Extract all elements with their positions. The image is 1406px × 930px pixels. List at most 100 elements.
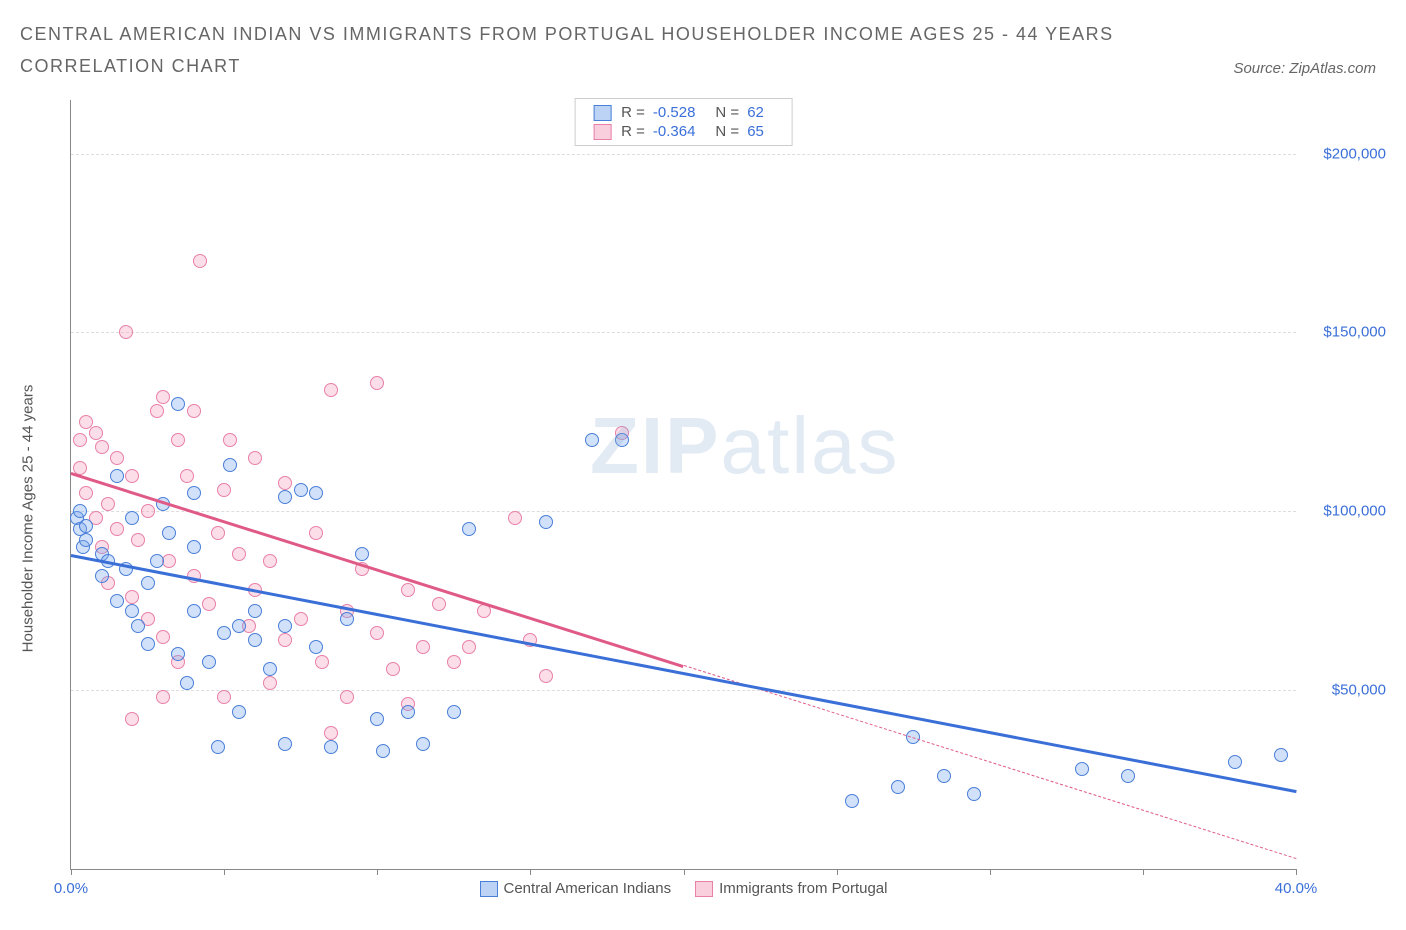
data-point bbox=[187, 486, 201, 500]
y-tick-label: $150,000 bbox=[1306, 324, 1386, 341]
data-point bbox=[150, 404, 164, 418]
data-point bbox=[125, 511, 139, 525]
data-point bbox=[1075, 762, 1089, 776]
data-point bbox=[156, 390, 170, 404]
data-point bbox=[248, 633, 262, 647]
data-point bbox=[937, 769, 951, 783]
data-point bbox=[355, 547, 369, 561]
data-point bbox=[539, 515, 553, 529]
data-point bbox=[370, 712, 384, 726]
data-point bbox=[386, 662, 400, 676]
data-point bbox=[263, 554, 277, 568]
data-point bbox=[401, 583, 415, 597]
n-label: N = bbox=[715, 104, 739, 121]
data-point bbox=[278, 619, 292, 633]
data-point bbox=[309, 640, 323, 654]
data-point bbox=[79, 533, 93, 547]
data-point bbox=[202, 597, 216, 611]
data-point bbox=[95, 569, 109, 583]
data-point bbox=[110, 522, 124, 536]
data-point bbox=[171, 433, 185, 447]
swatch-series2-icon bbox=[695, 881, 713, 897]
data-point bbox=[125, 469, 139, 483]
data-point bbox=[79, 486, 93, 500]
data-point bbox=[1274, 748, 1288, 762]
data-point bbox=[180, 469, 194, 483]
n-value-s2: 65 bbox=[747, 123, 764, 140]
data-point bbox=[202, 655, 216, 669]
data-point bbox=[156, 630, 170, 644]
data-point bbox=[171, 397, 185, 411]
swatch-series2-icon bbox=[593, 124, 611, 140]
data-point bbox=[162, 526, 176, 540]
data-point bbox=[324, 740, 338, 754]
y-tick-label: $100,000 bbox=[1306, 503, 1386, 520]
r-label: R = bbox=[621, 104, 645, 121]
data-point bbox=[248, 451, 262, 465]
data-point bbox=[193, 254, 207, 268]
data-point bbox=[79, 519, 93, 533]
n-label: N = bbox=[715, 123, 739, 140]
data-point bbox=[309, 526, 323, 540]
n-value-s1: 62 bbox=[747, 104, 764, 121]
data-point bbox=[141, 576, 155, 590]
data-point bbox=[217, 626, 231, 640]
data-point bbox=[232, 547, 246, 561]
r-label: R = bbox=[621, 123, 645, 140]
y-tick-label: $50,000 bbox=[1306, 682, 1386, 699]
data-point bbox=[217, 690, 231, 704]
data-point bbox=[125, 590, 139, 604]
data-point bbox=[278, 490, 292, 504]
data-point bbox=[156, 690, 170, 704]
legend-label-s2: Immigrants from Portugal bbox=[719, 880, 887, 897]
data-point bbox=[462, 522, 476, 536]
swatch-series1-icon bbox=[480, 881, 498, 897]
data-point bbox=[376, 744, 390, 758]
data-point bbox=[131, 533, 145, 547]
data-point bbox=[187, 604, 201, 618]
data-point bbox=[278, 633, 292, 647]
data-point bbox=[101, 497, 115, 511]
data-point bbox=[462, 640, 476, 654]
data-point bbox=[263, 676, 277, 690]
data-point bbox=[150, 554, 164, 568]
data-point bbox=[73, 433, 87, 447]
data-point bbox=[110, 594, 124, 608]
data-point bbox=[95, 440, 109, 454]
swatch-series1-icon bbox=[593, 105, 611, 121]
data-point bbox=[278, 476, 292, 490]
data-point bbox=[539, 669, 553, 683]
data-point bbox=[125, 712, 139, 726]
chart-area: Householder Income Ages 25 - 44 years ZI… bbox=[20, 100, 1396, 920]
trend-line bbox=[71, 554, 1296, 793]
data-point bbox=[223, 433, 237, 447]
data-point bbox=[278, 737, 292, 751]
x-tick-label: 0.0% bbox=[54, 880, 88, 897]
watermark: ZIPatlas bbox=[590, 400, 899, 492]
data-point bbox=[967, 787, 981, 801]
y-axis-label: Householder Income Ages 25 - 44 years bbox=[20, 385, 37, 653]
data-point bbox=[162, 554, 176, 568]
data-point bbox=[370, 626, 384, 640]
data-point bbox=[294, 612, 308, 626]
data-point bbox=[141, 637, 155, 651]
data-point bbox=[416, 737, 430, 751]
data-point bbox=[110, 469, 124, 483]
correlation-legend: R = -0.528 N = 62 R = -0.364 N = 65 bbox=[574, 98, 793, 146]
data-point bbox=[263, 662, 277, 676]
data-point bbox=[401, 705, 415, 719]
data-point bbox=[1121, 769, 1135, 783]
data-point bbox=[248, 604, 262, 618]
data-point bbox=[232, 705, 246, 719]
data-point bbox=[1228, 755, 1242, 769]
data-point bbox=[131, 619, 145, 633]
data-point bbox=[187, 540, 201, 554]
source-label: Source: ZipAtlas.com bbox=[1233, 60, 1386, 83]
data-point bbox=[447, 655, 461, 669]
data-point bbox=[110, 451, 124, 465]
data-point bbox=[309, 486, 323, 500]
trend-line bbox=[683, 665, 1296, 859]
data-point bbox=[845, 794, 859, 808]
r-value-s2: -0.364 bbox=[653, 123, 696, 140]
data-point bbox=[119, 325, 133, 339]
